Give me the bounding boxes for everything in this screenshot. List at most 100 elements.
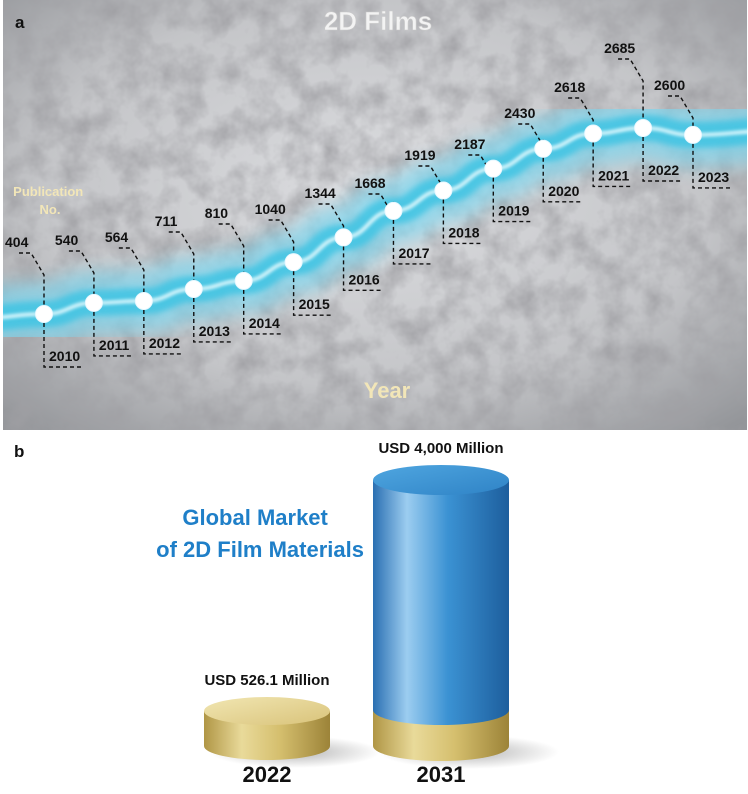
market-title-line2: of 2D Film Materials	[156, 537, 364, 562]
value-label: 404	[5, 234, 29, 250]
timeline-point: 564 2012	[105, 229, 184, 355]
year-connector	[242, 289, 284, 335]
timeline-point: 1668 2017	[354, 175, 434, 265]
year-connector	[43, 323, 84, 368]
panel-a-label: a	[15, 13, 25, 32]
market-chart: Global Market of 2D Film Materials USD 5…	[0, 430, 748, 789]
data-point-marker	[134, 291, 153, 310]
timeline-point: 2600 2023	[654, 77, 733, 189]
timeline-point: 711 2013	[155, 213, 234, 343]
timeline-point: 2685 2022	[604, 40, 684, 182]
y-axis-label-line2: No.	[40, 202, 61, 217]
timeline-point: 1344 2016	[305, 185, 384, 292]
timeline-point: 1919 2018	[404, 147, 484, 245]
year-connector	[342, 246, 384, 292]
bar-top	[373, 465, 509, 495]
year-connector	[292, 271, 334, 316]
timeline-point: 2187 2019	[454, 136, 534, 223]
bar-value-label: USD 526.1 Million	[204, 672, 329, 689]
value-connector	[168, 231, 195, 280]
value-label: 1040	[255, 201, 286, 217]
year-label: 2019	[498, 203, 529, 219]
data-point-marker	[484, 159, 503, 178]
river-highlight	[3, 125, 747, 320]
data-point-marker	[284, 253, 303, 272]
year-connector	[592, 142, 634, 188]
value-connector	[568, 97, 594, 125]
value-label: 810	[205, 205, 229, 221]
year-connector	[692, 143, 733, 189]
y-axis-label: Publication No.	[13, 184, 87, 217]
value-label: 1344	[305, 185, 336, 201]
timeline-point: 540 2011	[55, 232, 134, 357]
value-label: 540	[55, 232, 79, 248]
data-point-marker	[334, 228, 353, 247]
year-connector	[442, 199, 484, 245]
year-connector	[642, 137, 684, 182]
data-point-marker	[234, 271, 253, 290]
publication-chart: 404 2010 540 2011 564 2012 711 2013 810 2014 1040 2…	[3, 0, 747, 430]
bar-top	[204, 697, 330, 726]
market-bar-2022: USD 526.1 Million 2022	[204, 672, 380, 787]
value-connector	[518, 123, 544, 149]
value-connector	[418, 165, 445, 191]
year-label: 2011	[99, 337, 130, 353]
y-axis-label-line1: Publication	[13, 184, 83, 199]
year-label: 2023	[698, 169, 729, 185]
timeline-point: 2618 2021	[554, 79, 634, 188]
market-title-line1: Global Market	[182, 505, 328, 530]
value-label: 1919	[404, 147, 435, 163]
year-connector	[492, 177, 534, 223]
market-bar-2031: USD 4,000 Million 2031	[373, 440, 559, 787]
value-connector	[118, 247, 145, 292]
value-connector	[268, 219, 295, 254]
panel-b-label: b	[14, 442, 25, 461]
year-label: 2016	[349, 271, 380, 287]
year-connector	[143, 309, 184, 355]
year-connector	[392, 219, 434, 265]
value-label: 1668	[354, 175, 385, 191]
year-label: 2017	[398, 245, 429, 261]
bar-category-label: 2022	[243, 762, 292, 787]
timeline-point: 810 2014	[205, 205, 284, 335]
year-label: 2013	[199, 323, 230, 339]
year-label: 2021	[598, 167, 629, 183]
value-label: 2600	[654, 77, 685, 93]
value-label: 2618	[554, 79, 585, 95]
bar-category-label: 2031	[417, 762, 466, 787]
data-point-marker	[434, 181, 453, 200]
year-label: 2018	[448, 224, 479, 240]
value-connector	[68, 250, 95, 294]
value-connector	[218, 223, 245, 272]
timeline-point: 1040 2015	[255, 201, 334, 316]
year-connector	[193, 297, 234, 343]
chart-title: 2D Films	[324, 6, 432, 36]
market-title: Global Market of 2D Film Materials	[156, 505, 364, 562]
data-point-marker	[534, 139, 553, 158]
data-point-marker	[584, 124, 603, 143]
timeline-point: 2430 2020	[504, 105, 584, 203]
publication-chart-svg: 404 2010 540 2011 564 2012 711 2013 810 2014 1040 2…	[3, 0, 747, 430]
data-point-marker	[684, 125, 702, 144]
data-point-marker	[384, 201, 403, 220]
market-chart-svg: Global Market of 2D Film Materials USD 5…	[156, 440, 559, 787]
value-label: 2685	[604, 40, 635, 56]
data-point-marker	[35, 305, 53, 323]
year-connector	[93, 311, 134, 357]
value-label: 564	[105, 229, 129, 245]
value-label: 2187	[454, 136, 485, 152]
bar-body	[204, 711, 330, 760]
value-connector	[618, 58, 644, 119]
year-connector	[542, 157, 584, 203]
year-label: 2012	[149, 335, 180, 351]
year-label: 2015	[299, 296, 330, 312]
data-point-marker	[634, 119, 653, 137]
data-point-marker	[84, 293, 103, 312]
bar-value-label: USD 4,000 Million	[378, 440, 503, 457]
data-point-marker	[184, 279, 203, 298]
x-axis-label: Year	[364, 378, 411, 403]
data-points: 404 2010 540 2011 564 2012 711 2013 810 2014 1040 2…	[5, 40, 733, 368]
value-label: 2430	[504, 105, 535, 121]
value-connector	[668, 95, 694, 126]
value-connector	[19, 252, 45, 305]
